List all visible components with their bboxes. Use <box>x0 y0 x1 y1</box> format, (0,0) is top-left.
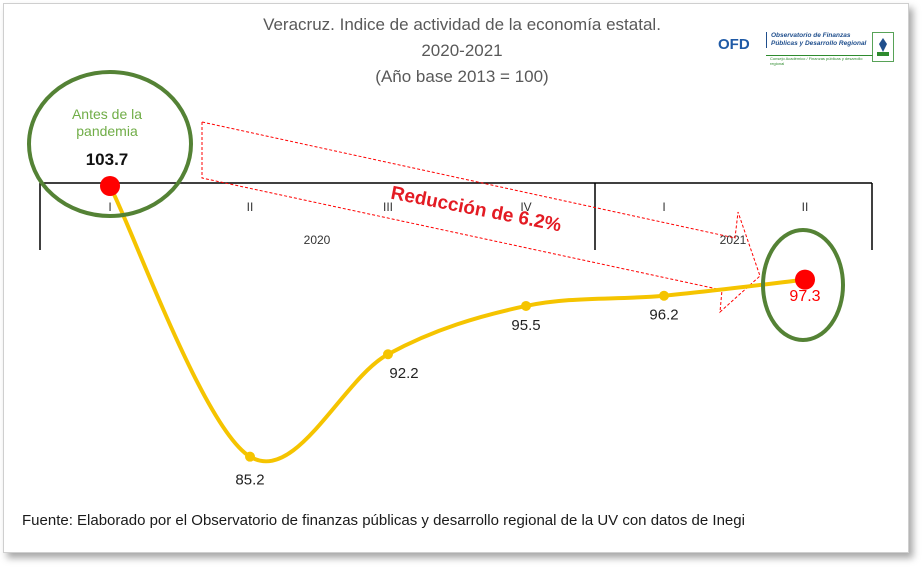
before-pandemic-label-line-2: pandemia <box>76 123 138 139</box>
chart-title-line-2: 2020-2021 <box>421 41 503 60</box>
value-label-2021-I: 96.2 <box>649 307 678 324</box>
value-label-2020-IV: 95.5 <box>511 317 540 334</box>
logo-abbreviation: OFD <box>718 36 750 53</box>
quarter-label-2020-IV: IV <box>520 200 531 214</box>
source-note: Fuente: Elaborado por el Observatorio de… <box>22 512 745 529</box>
quarter-label-2020-III: III <box>383 200 393 214</box>
start-value-label: 103.7 <box>86 150 129 169</box>
ofd-logo: OFD Observatorio de Finanzas Públicas y … <box>718 30 894 66</box>
chart-title-line-3: (Año base 2013 = 100) <box>375 67 549 86</box>
year-label-2020: 2020 <box>304 233 331 247</box>
data-point-2020-II <box>245 451 255 462</box>
year-label-2021: 2021 <box>720 233 747 247</box>
logo-name: Observatorio de Finanzas Públicas y Desa… <box>766 32 869 48</box>
before-pandemic-circle <box>27 70 193 218</box>
logo-subtitle: Consejo Académico / Finanzas públicas y … <box>766 55 876 66</box>
value-label-2020-II: 85.2 <box>235 472 264 489</box>
quarter-label-2021-II: II <box>802 200 809 214</box>
data-point-2020-III <box>383 349 393 360</box>
university-seal-icon <box>872 32 894 62</box>
data-point-2021-II <box>795 269 815 290</box>
data-point-2021-I <box>659 290 669 301</box>
before-pandemic-label-line-1: Antes de la <box>72 106 142 122</box>
data-point-2020-IV <box>521 300 531 311</box>
data-point-2020-I <box>100 176 120 196</box>
chart-title-line-1: Veracruz. Indice de actividad de la econ… <box>263 15 661 34</box>
value-label-2020-III: 92.2 <box>389 365 418 382</box>
quarter-label-2020-II: II <box>247 200 254 214</box>
quarter-label-2020-I: I <box>108 200 111 214</box>
end-value-label: 97.3 <box>789 288 820 305</box>
latest-value-circle <box>761 228 845 342</box>
reduction-arrow <box>201 121 761 314</box>
series-line <box>108 184 807 464</box>
quarter-label-2021-I: I <box>662 200 665 214</box>
reduction-label: Reducción de 6.2% <box>389 183 563 237</box>
